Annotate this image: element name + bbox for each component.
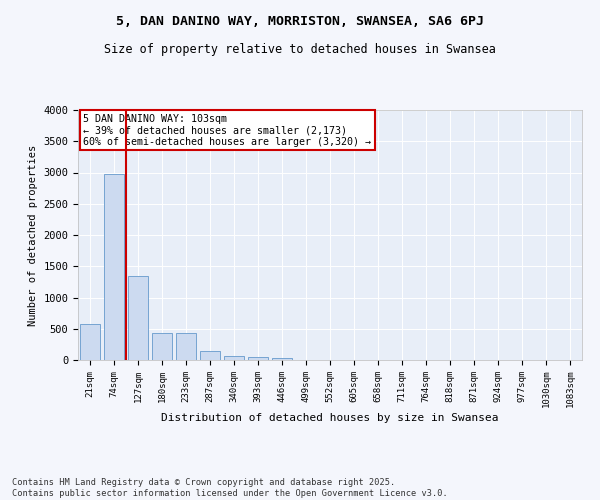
Text: 5, DAN DANINO WAY, MORRISTON, SWANSEA, SA6 6PJ: 5, DAN DANINO WAY, MORRISTON, SWANSEA, S… (116, 15, 484, 28)
Bar (272, 358, 292, 360)
Bar (152, 333, 172, 360)
Bar (248, 356, 268, 360)
Bar (80, 324, 100, 360)
Y-axis label: Number of detached properties: Number of detached properties (28, 144, 38, 326)
Text: Contains HM Land Registry data © Crown copyright and database right 2025.
Contai: Contains HM Land Registry data © Crown c… (12, 478, 448, 498)
X-axis label: Distribution of detached houses by size in Swansea: Distribution of detached houses by size … (161, 413, 499, 423)
Bar (200, 350, 220, 360)
Text: Size of property relative to detached houses in Swansea: Size of property relative to detached ho… (104, 42, 496, 56)
Text: 5 DAN DANINO WAY: 103sqm
← 39% of detached houses are smaller (2,173)
60% of sem: 5 DAN DANINO WAY: 103sqm ← 39% of detach… (83, 114, 371, 147)
Bar (104, 174, 124, 360)
Bar (128, 276, 148, 360)
Bar (224, 356, 244, 360)
Bar (176, 333, 196, 360)
